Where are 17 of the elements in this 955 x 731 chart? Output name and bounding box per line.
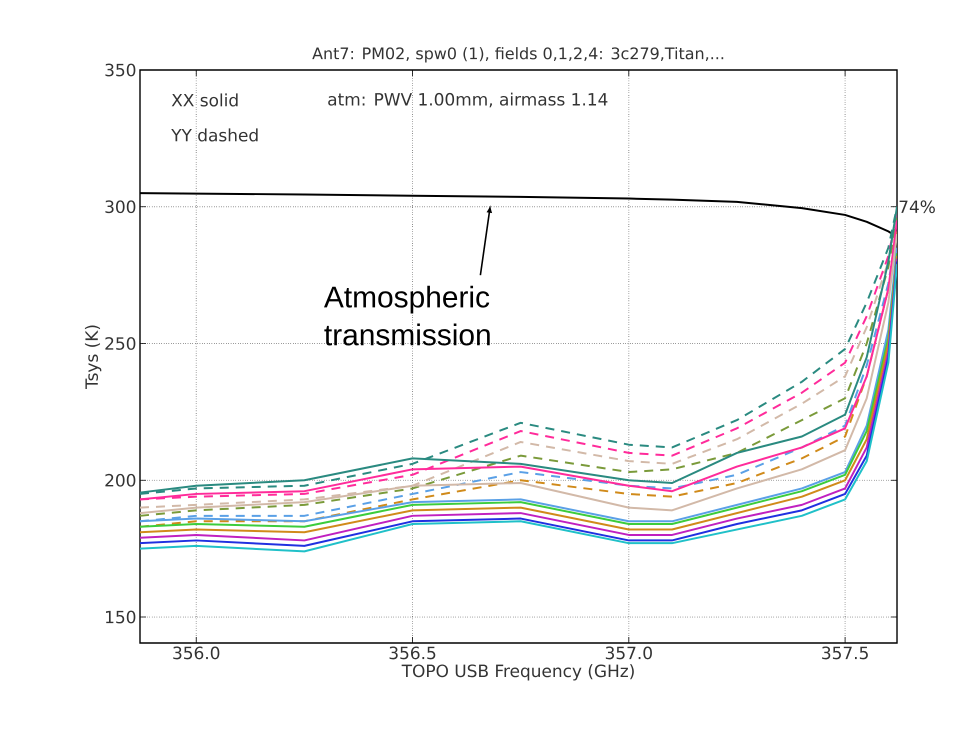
annotation: XX solid <box>172 93 238 107</box>
y-tick-label: 350 <box>105 64 136 76</box>
y-tick-label: 300 <box>105 200 136 214</box>
y-tick-label: 150 <box>106 610 136 624</box>
annotation: YY dashed <box>171 128 258 142</box>
annotation: Atmospheric transmission <box>324 286 490 346</box>
y-tick-label: 200 <box>105 474 136 487</box>
x-axis-title: TOPO USB Frequency (GHz) <box>402 664 634 681</box>
annotation: atm: PWV 1.00mm, airmass 1.14 <box>328 92 608 108</box>
y-tick-label: 250 <box>105 337 136 350</box>
x-tick-label: 357.5 <box>822 646 868 660</box>
chart-title: Ant7: PM02, spw0 (1), fields 0,1,2,4: 3c279,Titan,... <box>312 47 724 62</box>
y-axis-title: Tsys (K) <box>84 325 102 390</box>
annotation: 74% <box>900 200 935 214</box>
x-tick-label: 357.0 <box>606 646 652 660</box>
x-tick-label: 356.0 <box>173 646 220 660</box>
x-tick-label: 356.5 <box>390 646 436 660</box>
